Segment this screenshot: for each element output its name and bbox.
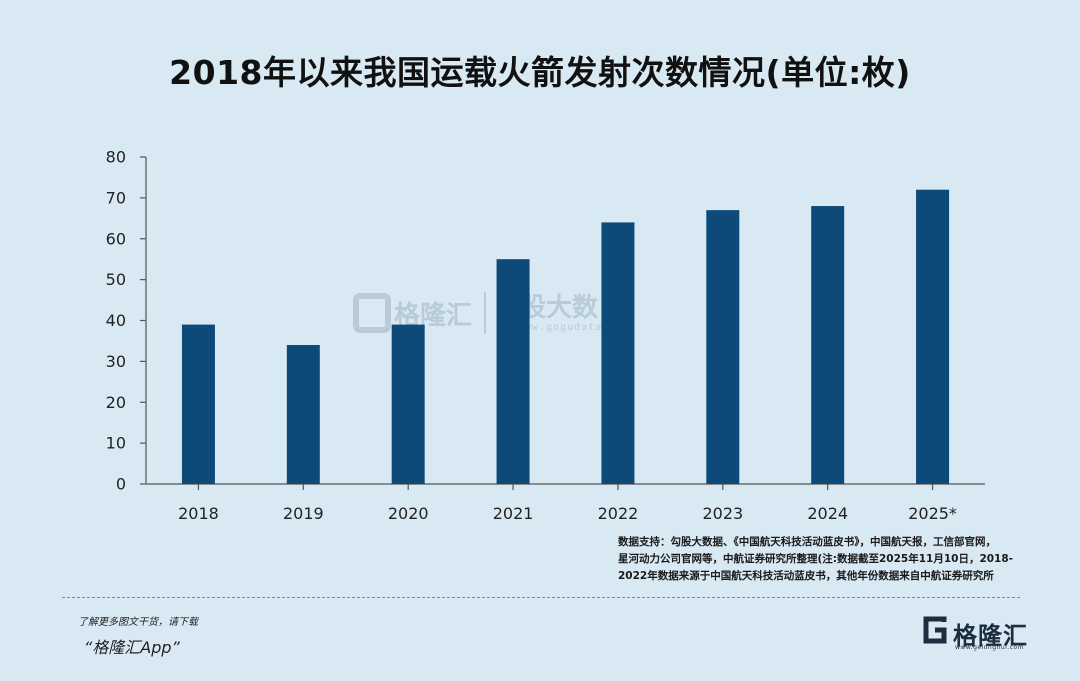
- bar-2022: [601, 222, 635, 484]
- y-tick-label: 60: [106, 229, 126, 248]
- source-note: 数据支持：勾股大数据、《中国航天科技活动蓝皮书》，中国航天报，工信部官网， 星河…: [618, 534, 1038, 585]
- y-tick-label: 50: [106, 270, 126, 289]
- bar-2025: [916, 189, 950, 484]
- brand-name: 格隆汇: [953, 622, 1028, 650]
- watermark-url: www.gogudata.: [518, 322, 609, 333]
- y-tick-labels: 0 10 20 30 40 50 60 70 80: [106, 148, 126, 494]
- bar-chart: 格隆汇 股大数 www.gogudata. 2018 2019 2020 2021 20…: [106, 148, 985, 523]
- x-tick-label: 2022: [598, 504, 639, 523]
- chart-title: 2018年以来我国运载火箭发射次数情况(单位:枚): [169, 53, 911, 92]
- x-tick-label: 2019: [283, 504, 324, 523]
- axes: [140, 156, 985, 490]
- y-tick-label: 10: [106, 434, 126, 453]
- bar-2018: [181, 324, 215, 484]
- promo-text: 了解更多图文干货，请下载: [78, 617, 198, 628]
- x-tick-label: 2020: [388, 504, 429, 523]
- bar-2023: [706, 210, 740, 484]
- bar-2020: [391, 324, 425, 484]
- x-tick-label: 2024: [807, 504, 848, 523]
- gelonghui-logo-icon: [923, 616, 947, 644]
- source-line-1: 数据支持：勾股大数据、《中国航天科技活动蓝皮书》，中国航天报，工信部官网，: [618, 536, 996, 548]
- brand-logo: 格隆汇 www.gelonghui.com: [922, 614, 1042, 651]
- x-tick-label: 2025*: [908, 504, 957, 523]
- source-line-3: 2022年数据来源于中国航天科技活动蓝皮书，其他年份数据来自中航证券研究所: [618, 570, 994, 582]
- x-tick-label: 2018: [178, 504, 219, 523]
- bars: [181, 189, 950, 485]
- x-tick-label: 2021: [493, 504, 534, 523]
- promo-app-name: “格隆汇App”: [84, 638, 180, 657]
- watermark-brand2: 股大数: [520, 293, 599, 323]
- bar-2024: [811, 206, 845, 485]
- y-tick-label: 0: [116, 475, 126, 494]
- y-tick-label: 20: [106, 393, 126, 412]
- source-line-2: 星河动力公司官网等，中航证券研究所整理(注:数据截至2025年11月10日，20…: [618, 553, 1014, 565]
- y-tick-label: 70: [106, 188, 126, 207]
- y-tick-label: 40: [106, 311, 126, 330]
- y-tick-label: 30: [106, 352, 126, 371]
- divider: [62, 597, 1020, 598]
- watermark-logo-icon: [353, 293, 391, 333]
- bar-2021: [496, 259, 530, 484]
- brand-url: www.gelonghui.com: [955, 644, 1025, 651]
- x-tick-labels: 2018 2019 2020 2021 2022 2023 2024 2025*: [178, 504, 957, 523]
- x-tick-label: 2023: [702, 504, 743, 523]
- y-tick-label: 80: [106, 148, 126, 167]
- bar-2019: [286, 345, 320, 484]
